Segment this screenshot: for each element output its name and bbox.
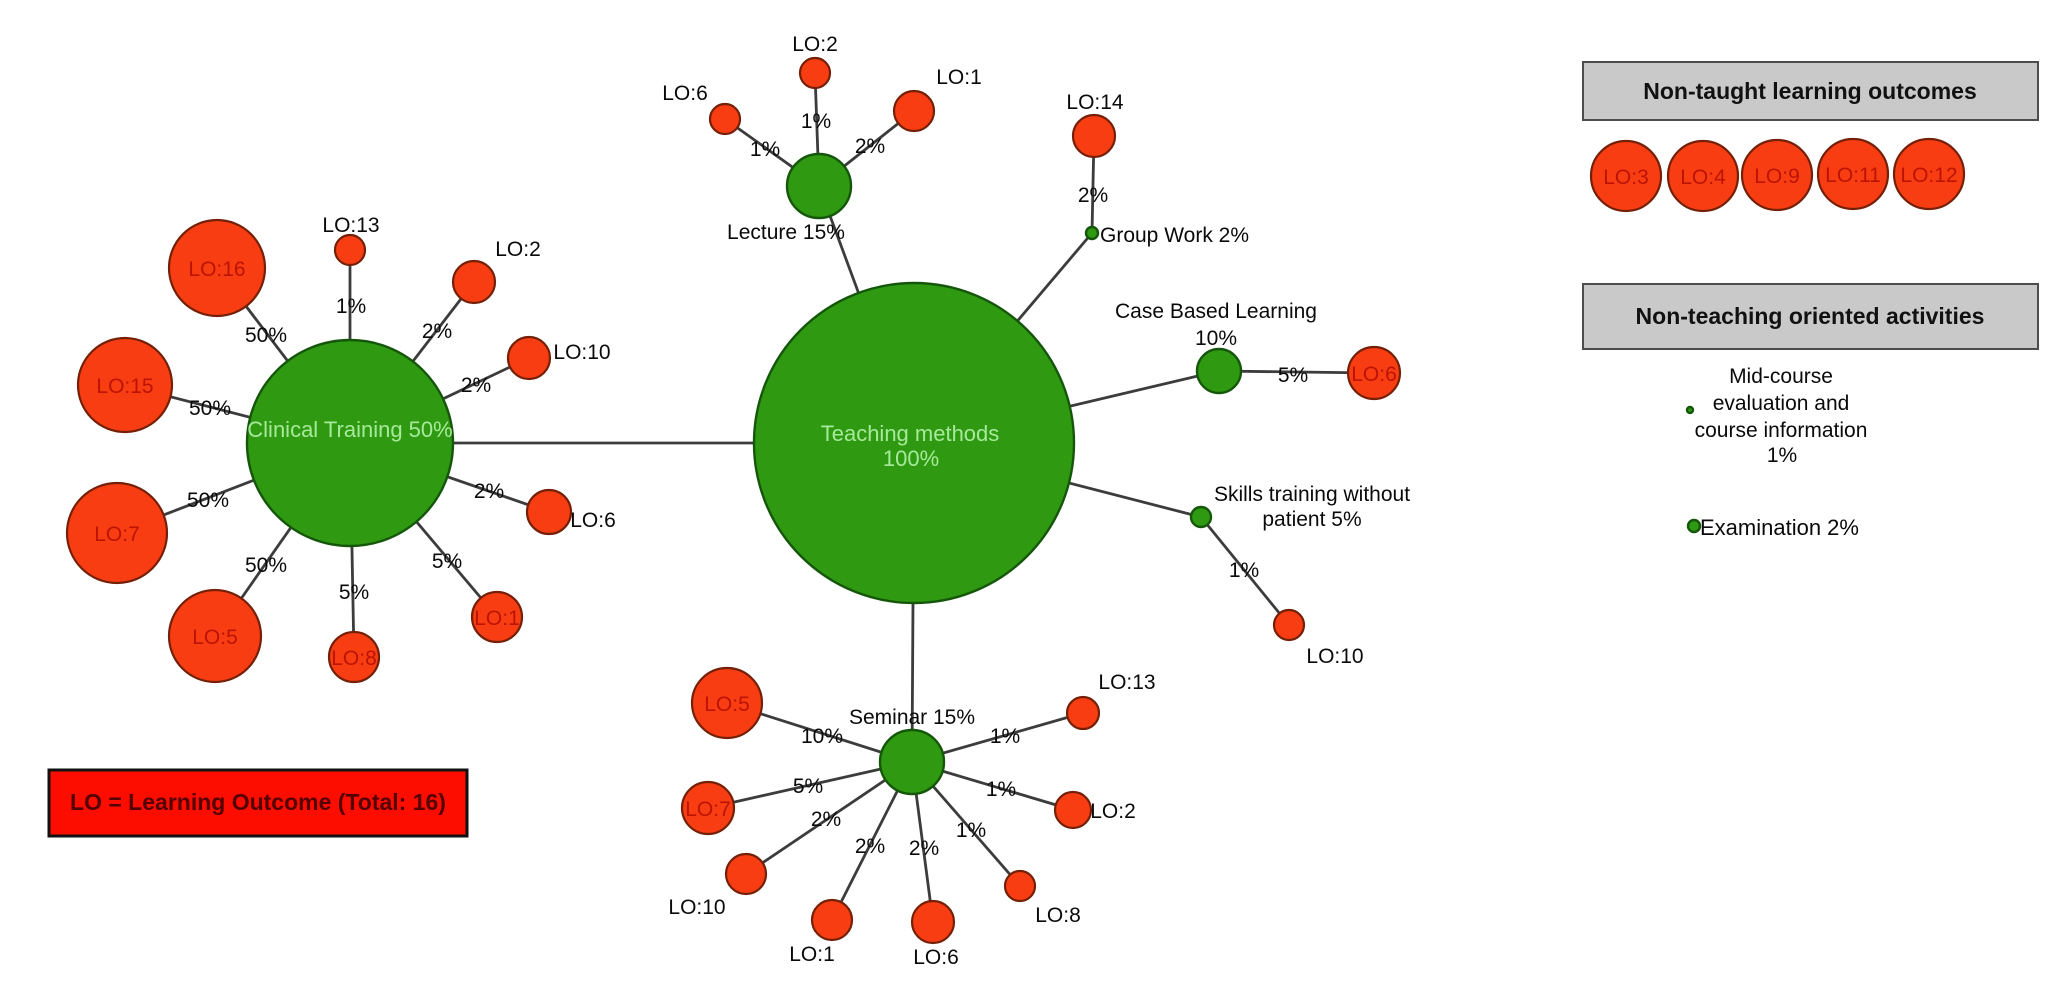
svg-text:LO:13: LO:13 bbox=[322, 214, 379, 237]
svg-text:1%: 1% bbox=[750, 138, 780, 161]
svg-text:2%: 2% bbox=[855, 135, 885, 158]
svg-text:5%: 5% bbox=[432, 550, 462, 573]
svg-text:Skills training without: Skills training without bbox=[1214, 483, 1410, 506]
svg-text:LO:2: LO:2 bbox=[495, 238, 541, 261]
svg-text:2%: 2% bbox=[1078, 184, 1108, 207]
svg-text:Teaching methods: Teaching methods bbox=[821, 421, 1000, 446]
svg-text:LO:2: LO:2 bbox=[792, 33, 838, 56]
svg-text:LO:4: LO:4 bbox=[1680, 166, 1726, 189]
svg-text:Non-teaching oriented activiti: Non-teaching oriented activities bbox=[1636, 303, 1985, 329]
svg-text:LO:12: LO:12 bbox=[1900, 164, 1957, 187]
svg-text:Mid-course: Mid-course bbox=[1729, 365, 1833, 388]
svg-text:course information: course information bbox=[1695, 419, 1868, 442]
svg-text:LO:14: LO:14 bbox=[1066, 91, 1124, 114]
svg-text:Lecture 15%: Lecture 15% bbox=[727, 221, 845, 244]
svg-text:10%: 10% bbox=[1195, 327, 1237, 350]
svg-text:2%: 2% bbox=[855, 835, 885, 858]
svg-text:50%: 50% bbox=[189, 397, 231, 420]
svg-text:patient 5%: patient 5% bbox=[1262, 508, 1361, 531]
svg-text:LO:6: LO:6 bbox=[570, 509, 616, 532]
svg-text:2%: 2% bbox=[474, 480, 504, 503]
svg-text:LO:6: LO:6 bbox=[662, 82, 708, 105]
svg-text:LO:10: LO:10 bbox=[553, 341, 610, 364]
svg-text:LO = Learning Outcome (Total:: LO = Learning Outcome (Total: 16) bbox=[70, 789, 446, 815]
svg-text:LO:6: LO:6 bbox=[1351, 363, 1397, 386]
svg-text:5%: 5% bbox=[793, 775, 823, 798]
svg-text:LO:15: LO:15 bbox=[96, 375, 153, 398]
svg-text:1%: 1% bbox=[336, 295, 366, 318]
svg-text:1%: 1% bbox=[1767, 444, 1797, 467]
svg-text:2%: 2% bbox=[422, 320, 452, 343]
svg-text:LO:3: LO:3 bbox=[1603, 166, 1649, 189]
svg-text:LO:13: LO:13 bbox=[1098, 671, 1155, 694]
svg-text:Case Based Learning: Case Based Learning bbox=[1115, 300, 1317, 323]
svg-text:2%: 2% bbox=[909, 837, 939, 860]
svg-text:evaluation and: evaluation and bbox=[1713, 392, 1850, 415]
svg-text:5%: 5% bbox=[339, 581, 369, 604]
svg-text:Non-taught learning outcomes: Non-taught learning outcomes bbox=[1643, 78, 1977, 104]
svg-text:10%: 10% bbox=[801, 725, 843, 748]
svg-text:LO:8: LO:8 bbox=[331, 647, 377, 670]
svg-text:LO:5: LO:5 bbox=[704, 693, 750, 716]
svg-text:LO:1: LO:1 bbox=[789, 943, 835, 966]
svg-text:1%: 1% bbox=[801, 110, 831, 133]
svg-text:100%: 100% bbox=[883, 446, 939, 471]
svg-text:50%: 50% bbox=[187, 489, 229, 512]
svg-text:Examination 2%: Examination 2% bbox=[1700, 515, 1859, 540]
svg-text:50%: 50% bbox=[245, 554, 287, 577]
svg-text:LO:11: LO:11 bbox=[1825, 164, 1881, 187]
svg-text:LO:9: LO:9 bbox=[1754, 165, 1800, 188]
svg-text:1%: 1% bbox=[1229, 559, 1259, 582]
svg-text:1%: 1% bbox=[956, 819, 986, 842]
svg-text:LO:7: LO:7 bbox=[685, 798, 731, 821]
svg-text:LO:5: LO:5 bbox=[192, 626, 238, 649]
svg-text:Seminar 15%: Seminar 15% bbox=[849, 706, 975, 729]
svg-text:LO:16: LO:16 bbox=[188, 258, 245, 281]
svg-text:LO:1: LO:1 bbox=[936, 66, 982, 89]
svg-text:Clinical Training 50%: Clinical Training 50% bbox=[247, 417, 452, 442]
svg-text:LO:2: LO:2 bbox=[1090, 800, 1136, 823]
svg-text:1%: 1% bbox=[990, 725, 1020, 748]
svg-text:LO:7: LO:7 bbox=[94, 523, 140, 546]
svg-text:2%: 2% bbox=[811, 808, 841, 831]
svg-text:5%: 5% bbox=[1278, 364, 1308, 387]
svg-text:LO:1: LO:1 bbox=[474, 607, 520, 630]
svg-text:LO:10: LO:10 bbox=[1306, 645, 1363, 668]
svg-text:LO:6: LO:6 bbox=[913, 946, 959, 969]
svg-text:50%: 50% bbox=[245, 324, 287, 347]
svg-text:2%: 2% bbox=[461, 374, 491, 397]
svg-text:LO:8: LO:8 bbox=[1035, 904, 1081, 927]
svg-text:1%: 1% bbox=[986, 778, 1016, 801]
svg-text:LO:10: LO:10 bbox=[668, 896, 725, 919]
svg-text:Group Work 2%: Group Work 2% bbox=[1100, 224, 1249, 247]
